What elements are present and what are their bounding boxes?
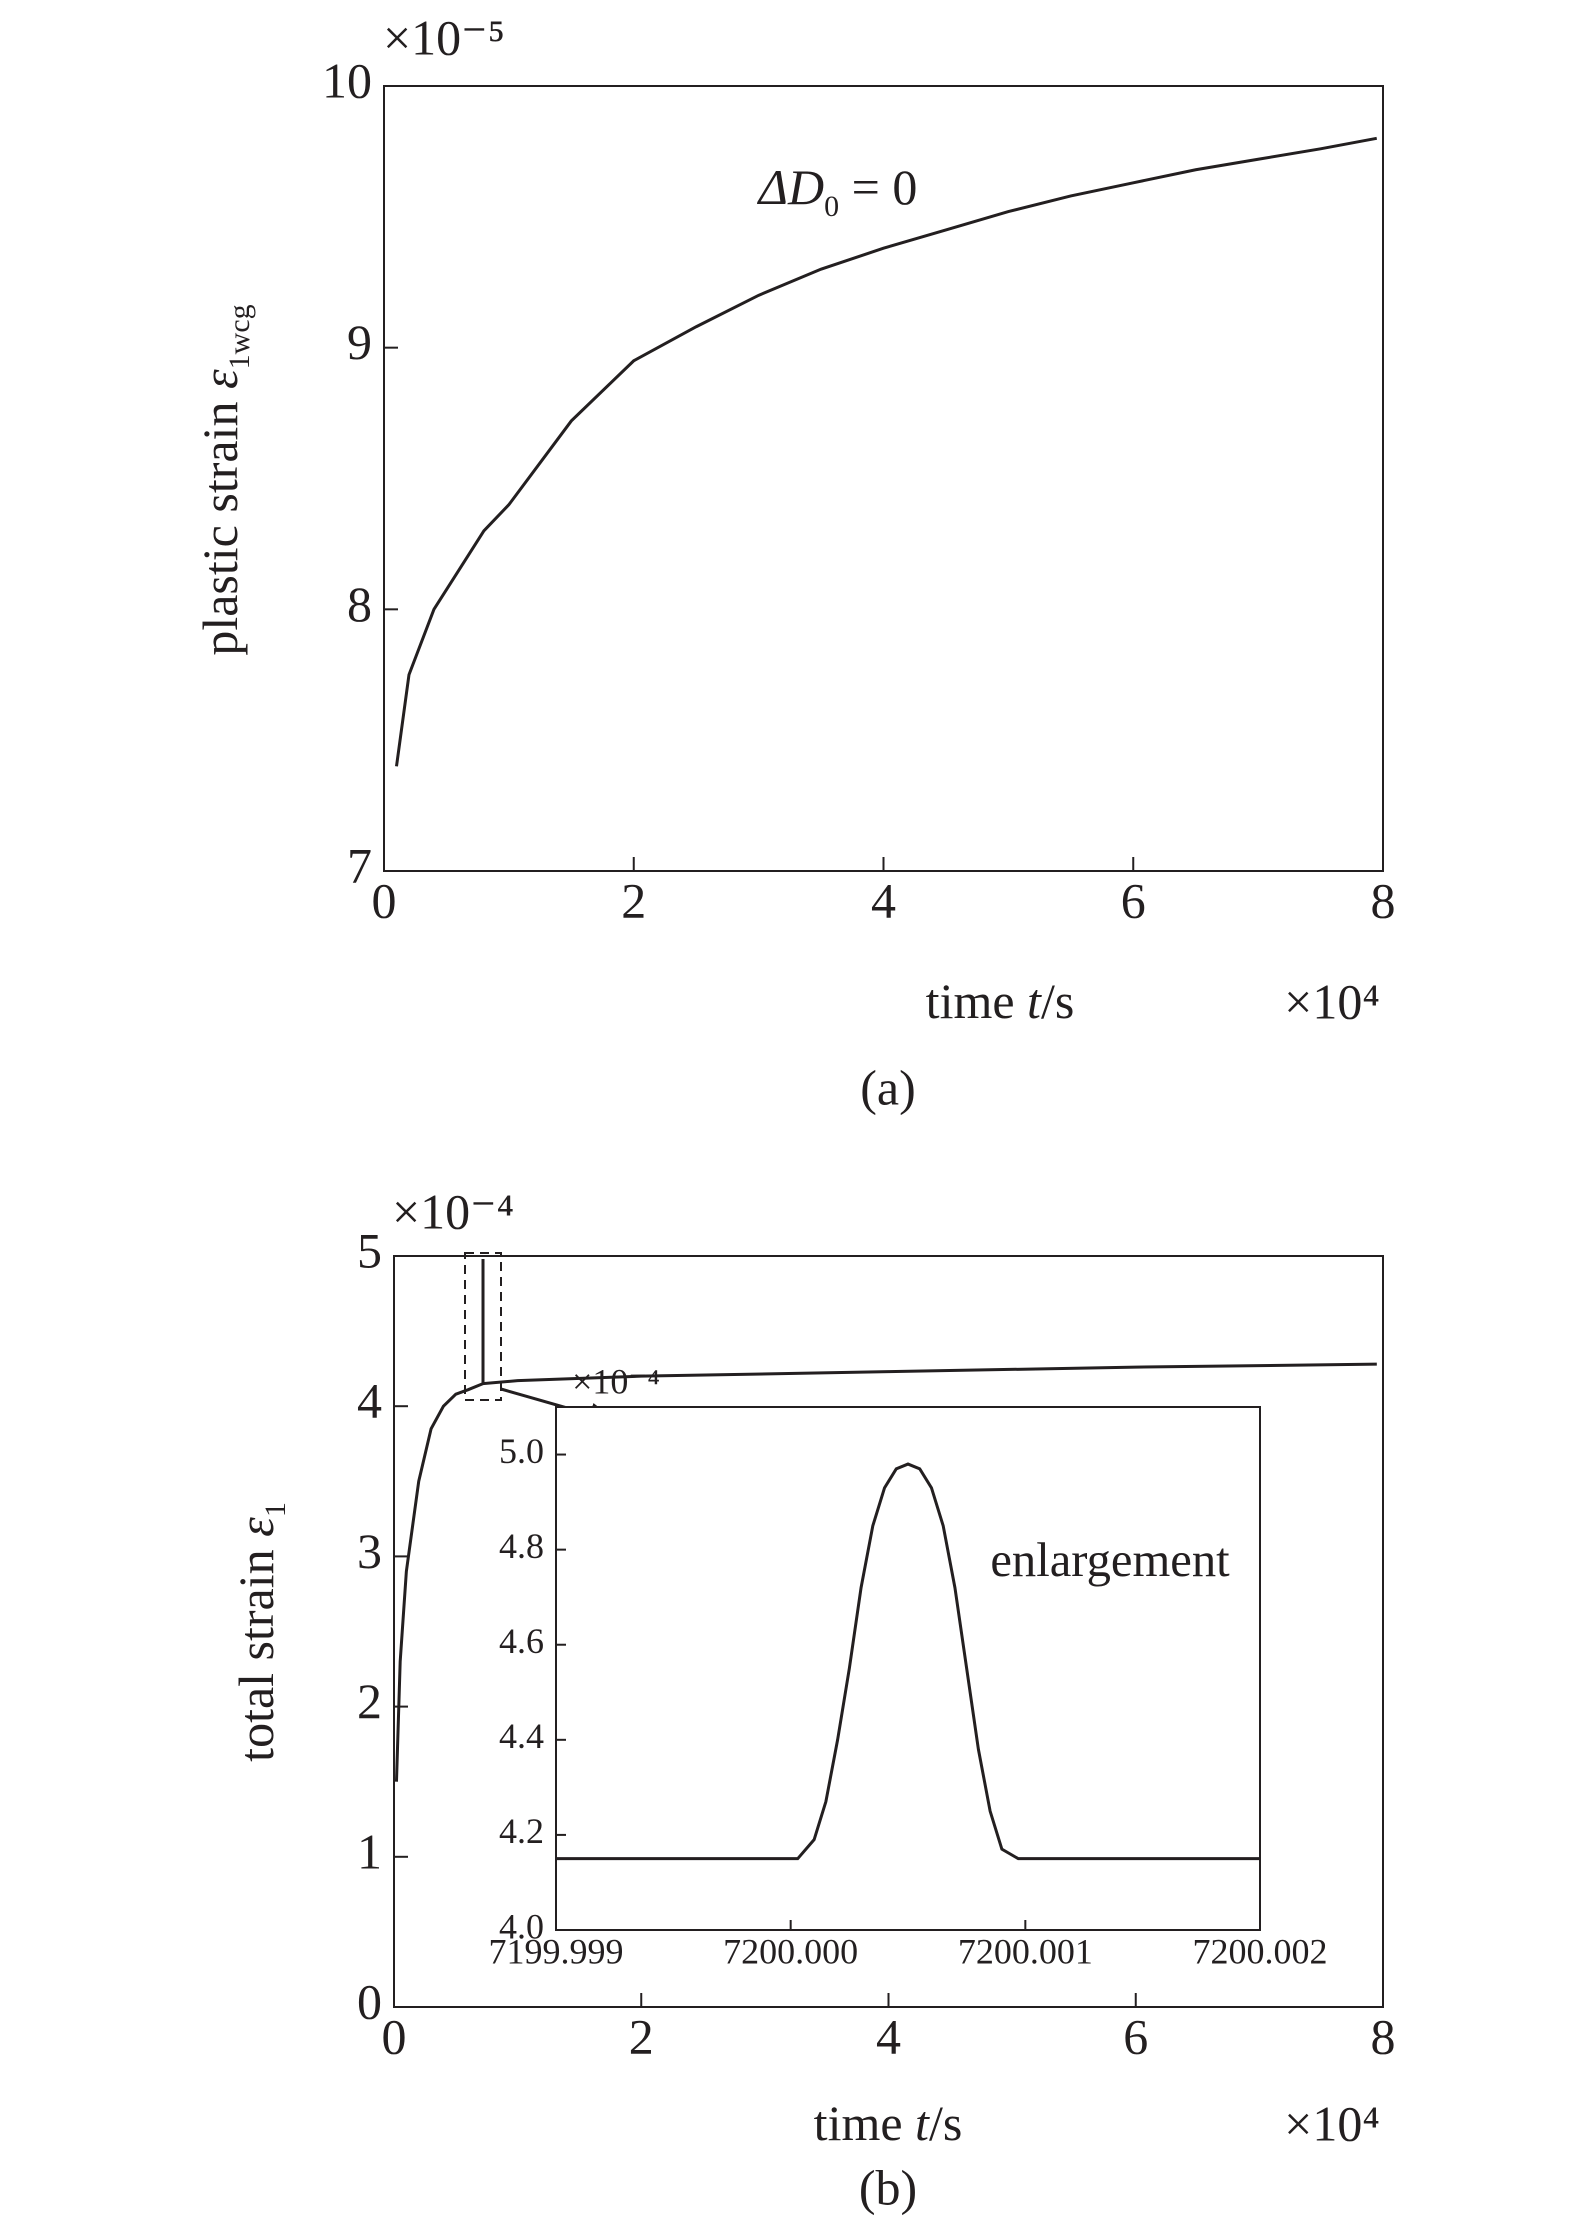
x-tick-label: 0: [382, 2008, 407, 2064]
annotation: enlargement: [990, 1533, 1230, 1587]
y-label-text: total strain: [228, 1537, 284, 1762]
zoom-box: [464, 1252, 502, 1401]
y-tick-label: 4.2: [499, 1811, 544, 1851]
x-tick-label: 2: [629, 2008, 654, 2064]
x-tick-label: 6: [1123, 2008, 1148, 2064]
x-tick-label: 4: [876, 2008, 901, 2064]
x-tick-label: 7200.001: [958, 1931, 1093, 1971]
panel-label: (b): [859, 2159, 917, 2215]
x-tick-label: 8: [1371, 2008, 1396, 2064]
x-tick-label: 8: [1371, 872, 1396, 928]
y-axis-label: total strain ε1: [228, 1502, 292, 1762]
y-tick-label: 4.4: [499, 1716, 544, 1756]
x-label-unit: /s: [1041, 973, 1074, 1029]
y-tick-label: 4.0: [499, 1906, 544, 1946]
x-tick-label: 2: [621, 872, 646, 928]
y-tick-label: 4: [357, 1373, 382, 1429]
annotation-subscript: 0: [824, 190, 839, 223]
panel-label: (a): [860, 1059, 916, 1115]
y-tick-label: 7: [347, 837, 372, 893]
x-label-var: t: [915, 2095, 930, 2151]
annotation: ΔD0 = 0: [757, 159, 918, 223]
y-multiplier: ×10⁻⁴: [392, 1183, 514, 1239]
x-axis-label: time t/s: [926, 973, 1075, 1029]
annotation-rest: = 0: [839, 159, 917, 215]
y-multiplier: ×10⁻⁵: [383, 9, 505, 65]
x-label-text: time: [926, 973, 1027, 1029]
x-tick-label: 6: [1121, 872, 1146, 928]
y-label-subscript: 1wcg: [223, 304, 256, 369]
y-tick-label: 4.8: [499, 1526, 544, 1566]
x-axis-label: time t/s: [814, 2095, 963, 2151]
y-axis-label: plastic strain ε1wcg: [192, 304, 256, 655]
x-label-text: time: [814, 2095, 915, 2151]
y-tick-label: 3: [357, 1523, 382, 1579]
x-tick-label: 7200.002: [1193, 1931, 1328, 1971]
y-tick-label: 1: [357, 1823, 382, 1879]
data-line: [394, 1259, 1377, 1782]
x-label-unit: /s: [929, 2095, 962, 2151]
plot-frame: [555, 1406, 1261, 1931]
y-label-symbol: ε: [192, 369, 248, 389]
x-multiplier: ×10⁴: [1284, 2095, 1380, 2151]
y-multiplier: ×10⁻⁴: [572, 1361, 660, 1401]
data-line: [395, 136, 1378, 767]
y-label-text: plastic strain: [192, 389, 248, 656]
y-tick-label: 4.6: [499, 1621, 544, 1661]
y-tick-label: 10: [322, 52, 372, 108]
chart-1: 0 2 4 6 8 0 1 2 3 4 5 time t/s ×10⁴ ×10⁻⁴ total strain…: [228, 1183, 1395, 2215]
y-label-symbol: ε: [228, 1517, 284, 1537]
chart-2: 7199.999 7200.000 7200.001 7200.002 4.0 4.2 4.…: [489, 1361, 1328, 1971]
annotation-symbol: ΔD: [757, 159, 824, 215]
x-tick-label: 7199.999: [489, 1931, 624, 1971]
data-line: [556, 1462, 1260, 1861]
y-tick-label: 5.0: [499, 1431, 544, 1471]
y-label-subscript: 1: [259, 1502, 292, 1517]
y-tick-label: 2: [357, 1673, 382, 1729]
x-tick-label: 7200.000: [723, 1931, 858, 1971]
y-tick-label: 0: [357, 1973, 382, 2029]
y-tick-label: 9: [347, 314, 372, 370]
x-label-var: t: [1027, 973, 1042, 1029]
y-tick-label: 8: [347, 576, 372, 632]
y-tick-label: 5: [357, 1222, 382, 1278]
chart-0: 0 2 4 6 8 7 8 9 10 time t/s ×10⁴ ×10⁻⁵ plastic strai…: [192, 9, 1395, 1115]
x-multiplier: ×10⁴: [1284, 973, 1380, 1029]
x-tick-label: 0: [372, 872, 397, 928]
x-tick-label: 4: [871, 872, 896, 928]
inset-background: [556, 1407, 1260, 1930]
